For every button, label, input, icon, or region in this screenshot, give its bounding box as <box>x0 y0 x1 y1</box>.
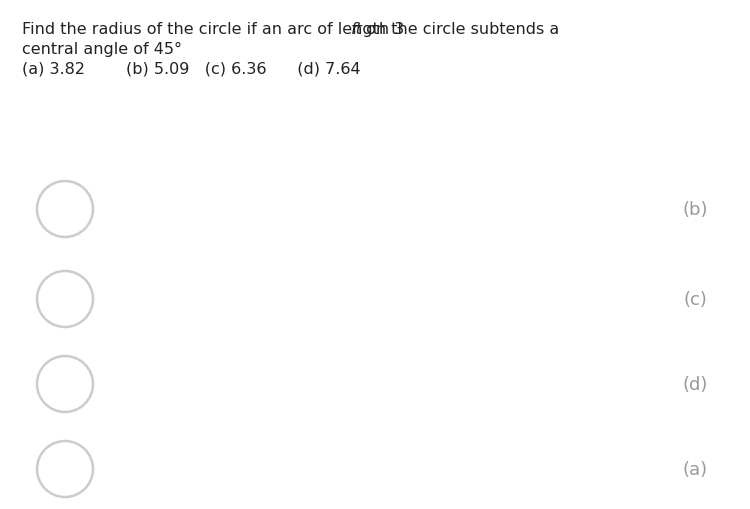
Text: (d): (d) <box>682 375 708 393</box>
Text: (a): (a) <box>682 460 707 478</box>
Text: central angle of 45°: central angle of 45° <box>22 42 182 57</box>
Text: (b): (b) <box>682 201 708 218</box>
Text: ft: ft <box>351 22 363 37</box>
Text: Find the radius of the circle if an arc of length 3: Find the radius of the circle if an arc … <box>22 22 404 37</box>
Text: on the circle subtends a: on the circle subtends a <box>361 22 559 37</box>
Text: (c): (c) <box>683 291 707 308</box>
Text: (a) 3.82        (b) 5.09   (c) 6.36      (d) 7.64: (a) 3.82 (b) 5.09 (c) 6.36 (d) 7.64 <box>22 62 361 77</box>
